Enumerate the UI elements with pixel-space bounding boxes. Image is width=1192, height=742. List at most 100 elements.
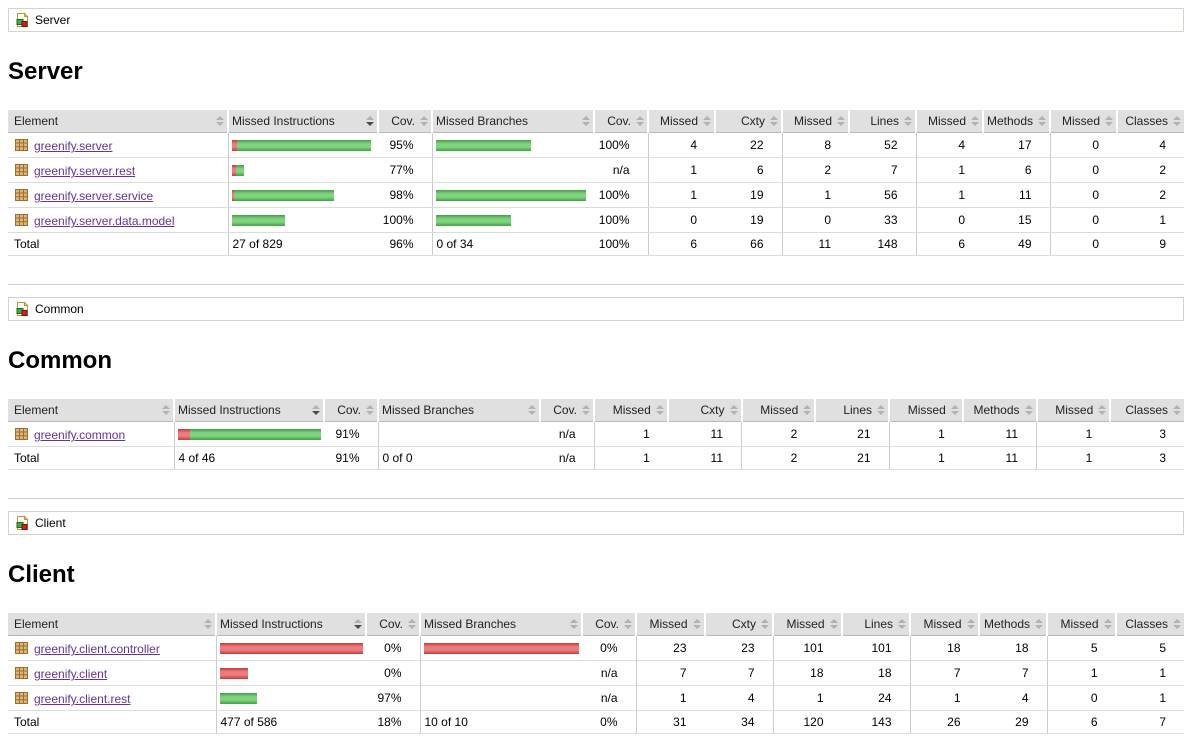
column-header-missed_classes[interactable]: Missed <box>1036 399 1112 422</box>
column-header-missed_branches[interactable]: Missed Branches <box>378 399 541 422</box>
column-header-cxty[interactable]: Cxty <box>667 399 743 422</box>
column-label: Missed <box>923 617 962 631</box>
column-header-methods[interactable]: Methods <box>962 399 1038 422</box>
section-title: Common <box>8 347 112 374</box>
column-header-missed_classes[interactable]: Missed <box>1047 613 1117 636</box>
total-counter-value: 148 <box>849 232 916 256</box>
counter-value: 4 <box>915 132 983 158</box>
package-icon <box>14 162 30 178</box>
counter-value: 2 <box>741 421 816 447</box>
column-header-missed_instructions[interactable]: Missed Instructions <box>216 613 367 636</box>
covered-bar-segment <box>435 214 511 226</box>
column-header-branch_cov[interactable]: Cov. <box>594 110 649 133</box>
column-header-classes[interactable]: Classes <box>1115 613 1184 636</box>
total-counter-value: 7 <box>1115 710 1184 734</box>
column-header-missed_lines[interactable]: Missed <box>773 613 843 636</box>
column-header-missed_branches[interactable]: Missed Branches <box>432 110 595 133</box>
package-link[interactable]: greenify.client <box>34 667 108 681</box>
total-counter-value: 6 <box>647 232 715 256</box>
column-header-branch_cov[interactable]: Cov. <box>582 613 637 636</box>
table-row: greenify.server.data.model 100% 100% 0 19 0 33… <box>8 207 1184 233</box>
table-row: greenify.client.controller 0% 0% 23 23 101 101… <box>8 635 1184 661</box>
instructions-bar-cell <box>215 660 366 686</box>
column-header-methods[interactable]: Methods <box>978 613 1048 636</box>
package-icon <box>14 690 30 706</box>
section-divider <box>8 284 1184 285</box>
instructions-coverage-bar <box>219 692 364 704</box>
column-header-element[interactable]: Element <box>8 613 217 636</box>
instructions-coverage-value: 95% <box>378 132 432 158</box>
breadcrumb-client: Client <box>8 511 1184 535</box>
column-header-classes[interactable]: Classes <box>1110 399 1184 422</box>
sort-icon <box>570 619 578 629</box>
column-header-missed_cxty[interactable]: Missed <box>648 110 716 133</box>
column-header-cxty[interactable]: Cxty <box>715 110 783 133</box>
column-label: Missed <box>786 617 825 631</box>
breadcrumb-server: Server <box>8 8 1184 32</box>
sort-icon <box>703 116 711 126</box>
total-label: Total <box>8 710 216 734</box>
section-divider <box>8 498 1184 499</box>
branches-coverage-value: n/a <box>540 421 594 447</box>
total-counter-value: 1 <box>1036 446 1111 470</box>
counter-value: 0 <box>915 207 983 233</box>
column-header-classes[interactable]: Classes <box>1117 110 1184 133</box>
column-header-missed_cxty[interactable]: Missed <box>594 399 669 422</box>
package-link[interactable]: greenify.server.rest <box>34 164 136 178</box>
column-header-missed_instructions[interactable]: Missed Instructions <box>174 399 325 422</box>
column-header-lines[interactable]: Lines <box>849 110 917 133</box>
sort-icon <box>216 116 224 126</box>
coverage-report: Server Server Element Missed Instructions Co… <box>8 8 1184 734</box>
package-link[interactable]: greenify.server <box>34 139 113 153</box>
column-header-instr_cov[interactable]: Cov. <box>324 399 379 422</box>
sort-icon <box>1098 405 1107 415</box>
sort-icon <box>204 619 212 629</box>
column-header-instr_cov[interactable]: Cov. <box>378 110 433 133</box>
counter-value: 23 <box>635 635 705 661</box>
branches-bar-cell <box>431 182 594 208</box>
column-header-lines[interactable]: Lines <box>841 613 911 636</box>
covered-bar-segment <box>231 214 285 226</box>
total-counter-value: 49 <box>983 232 1050 256</box>
sort-icon <box>366 405 374 415</box>
total-counter-value: 6 <box>1046 710 1116 734</box>
column-header-missed_lines[interactable]: Missed <box>782 110 850 133</box>
counter-value: 0 <box>1049 207 1117 233</box>
branches-coverage-value: 0% <box>582 635 636 661</box>
branches-coverage-bar <box>435 189 592 201</box>
package-link[interactable]: greenify.common <box>34 428 126 442</box>
counter-value: 19 <box>715 207 782 233</box>
package-link[interactable]: greenify.client.controller <box>34 642 160 656</box>
column-header-missed_branches[interactable]: Missed Branches <box>420 613 583 636</box>
column-header-missed_methods[interactable]: Missed <box>910 613 980 636</box>
group-icon <box>14 301 30 317</box>
column-header-cxty[interactable]: Cxty <box>704 613 774 636</box>
column-header-lines[interactable]: Lines <box>815 399 890 422</box>
package-link[interactable]: greenify.client.rest <box>34 692 131 706</box>
breadcrumb-label: Common <box>35 302 84 316</box>
column-header-missed_methods[interactable]: Missed <box>889 399 964 422</box>
package-link[interactable]: greenify.server.service <box>34 189 154 203</box>
counter-value: 18 <box>772 660 842 686</box>
column-header-element[interactable]: Element <box>8 399 175 422</box>
column-header-missed_cxty[interactable]: Missed <box>636 613 706 636</box>
column-header-methods[interactable]: Methods <box>983 110 1051 133</box>
column-header-instr_cov[interactable]: Cov. <box>366 613 421 636</box>
header-row: Element Missed Instructions Cov. Missed Bra… <box>8 399 1184 422</box>
column-header-missed_instructions[interactable]: Missed Instructions <box>228 110 379 133</box>
instructions-bar-cell <box>227 157 378 183</box>
counter-value: 7 <box>909 660 979 686</box>
column-header-branch_cov[interactable]: Cov. <box>540 399 595 422</box>
total-counter-value: 2 <box>741 446 816 470</box>
counter-value: 101 <box>772 635 842 661</box>
missed-bar-segment <box>231 164 236 176</box>
package-link[interactable]: greenify.server.data.model <box>34 214 175 228</box>
column-label: Missed <box>1060 617 1099 631</box>
column-label: Cxty <box>741 114 765 128</box>
column-header-missed_methods[interactable]: Missed <box>916 110 984 133</box>
column-header-element[interactable]: Element <box>8 110 229 133</box>
counter-value: 7 <box>635 660 705 686</box>
sort-icon <box>904 116 912 126</box>
column-header-missed_lines[interactable]: Missed <box>741 399 817 422</box>
column-header-missed_classes[interactable]: Missed <box>1050 110 1118 133</box>
